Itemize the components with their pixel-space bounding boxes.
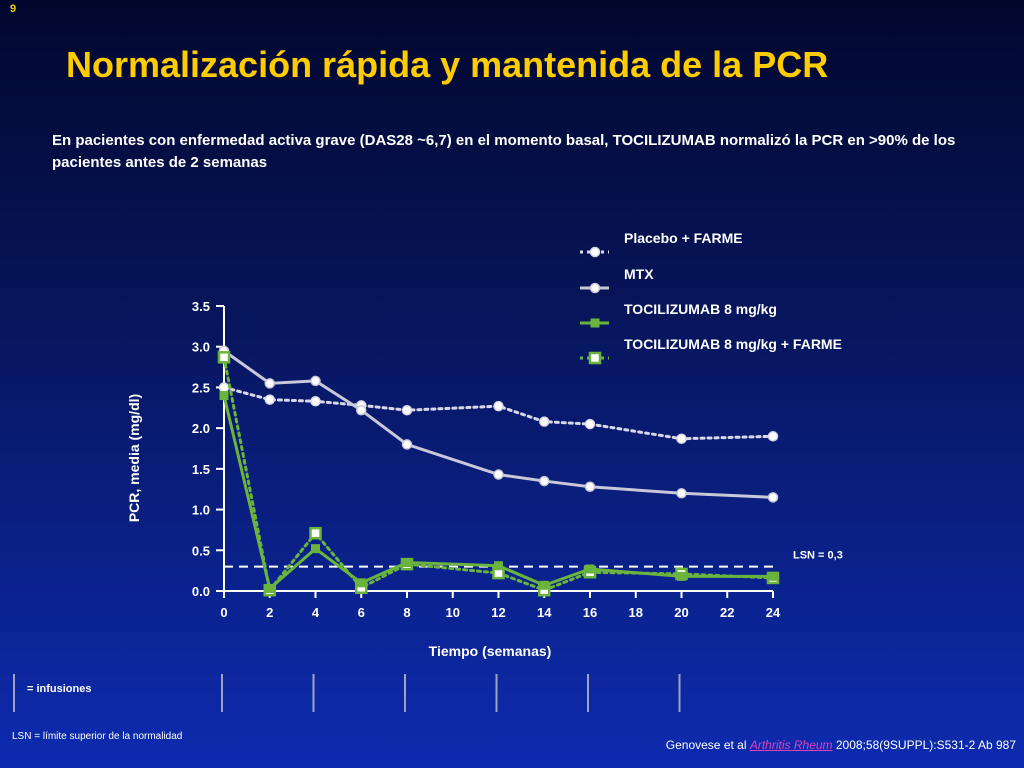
- x-tick-label: 12: [491, 605, 505, 620]
- series-2-point: [539, 580, 549, 590]
- series-2-point: [585, 564, 595, 574]
- citation-journal-link[interactable]: Arthritis Rheum: [749, 738, 833, 752]
- lsn-reference-label: LSN = 0,3: [793, 550, 843, 562]
- x-tick-label: 6: [358, 605, 365, 620]
- y-axis-label: PCR, media (mg/dl): [126, 394, 142, 522]
- series-0-point: [310, 396, 321, 407]
- series-1-point: [264, 378, 275, 389]
- x-tick-label: 22: [720, 605, 734, 620]
- x-tick-label: 14: [537, 605, 552, 620]
- series-0-point: [539, 416, 550, 427]
- y-tick-label: 3.5: [192, 299, 210, 314]
- x-tick-label: 24: [766, 605, 781, 620]
- y-tick-label: 2.0: [192, 421, 210, 436]
- series-1-point: [310, 375, 321, 387]
- x-tick-label: 16: [583, 605, 597, 620]
- legend-marker-2: [590, 318, 600, 328]
- citation: Genovese et al Arthritis Rheum 2008;58(9…: [666, 738, 1016, 752]
- series-0-point: [401, 404, 413, 416]
- series-1-point: [493, 469, 504, 480]
- y-tick-label: 1.0: [192, 503, 210, 518]
- series-2-point: [356, 578, 366, 588]
- series-1-point: [676, 488, 687, 499]
- legend-label-0: Placebo + FARME: [624, 230, 743, 246]
- legend-label-1: MTX: [624, 266, 654, 282]
- citation-prefix: Genovese et al: [665, 738, 750, 752]
- legend-marker-0: [589, 246, 601, 258]
- series-line-1: [222, 349, 775, 499]
- series-2-point: [311, 544, 320, 554]
- legend-marker-1: [589, 282, 601, 294]
- legend-label-3: TOCILIZUMAB 8 mg/kg + FARME: [624, 336, 842, 352]
- series-2-point: [265, 584, 275, 594]
- infusion-legend-label: = infusiones: [27, 683, 92, 695]
- series-0-point: [584, 418, 596, 430]
- slide-subtitle: En pacientes con enfermedad activa grave…: [52, 132, 956, 171]
- x-tick-label: 2: [266, 605, 273, 620]
- series-0-point: [676, 433, 687, 444]
- y-tick-label: 2.5: [192, 380, 210, 395]
- x-tick-label: 8: [403, 605, 410, 620]
- series-0-point: [493, 400, 504, 412]
- series-0-point: [218, 382, 230, 393]
- series-0-point: [767, 431, 779, 442]
- footnote: LSN = límite superior de la normalidad: [12, 731, 183, 742]
- slide-title: Normalización rápida y mantenida de la P…: [66, 44, 829, 85]
- citation-suffix: 2008;58(9SUPPL):S531-2 Ab 987: [832, 738, 1016, 752]
- y-tick-label: 1.5: [192, 462, 210, 477]
- series-1-point: [401, 439, 413, 450]
- x-tick-label: 0: [220, 605, 227, 620]
- x-tick-label: 4: [312, 605, 320, 620]
- x-tick-label: 20: [674, 605, 688, 620]
- series-3-point: [309, 526, 322, 540]
- series-2-point: [494, 561, 503, 571]
- series-1-point: [356, 404, 367, 416]
- x-axis-label: Tiempo (semanas): [429, 643, 552, 659]
- x-tick-label: 18: [629, 605, 643, 620]
- series-2-point: [219, 391, 229, 401]
- y-tick-label: 0.5: [192, 543, 210, 558]
- series-0-point: [264, 394, 275, 405]
- series-line-0: [222, 385, 775, 441]
- slide-number: 9: [10, 3, 17, 15]
- y-tick-label: 0.0: [192, 584, 210, 599]
- x-tick-label: 10: [446, 605, 460, 620]
- series-line-2: [222, 394, 775, 592]
- series-2-point: [768, 571, 778, 581]
- legend-marker-3: [588, 351, 602, 365]
- legend-label-2: TOCILIZUMAB 8 mg/kg: [624, 301, 777, 317]
- series-1-point: [539, 475, 550, 487]
- series-1-point: [584, 481, 596, 493]
- series-1-point: [767, 492, 779, 503]
- series-2-point: [677, 571, 686, 581]
- series-2-point: [402, 558, 412, 567]
- series-3-point: [217, 351, 231, 364]
- y-tick-label: 3.0: [192, 340, 210, 355]
